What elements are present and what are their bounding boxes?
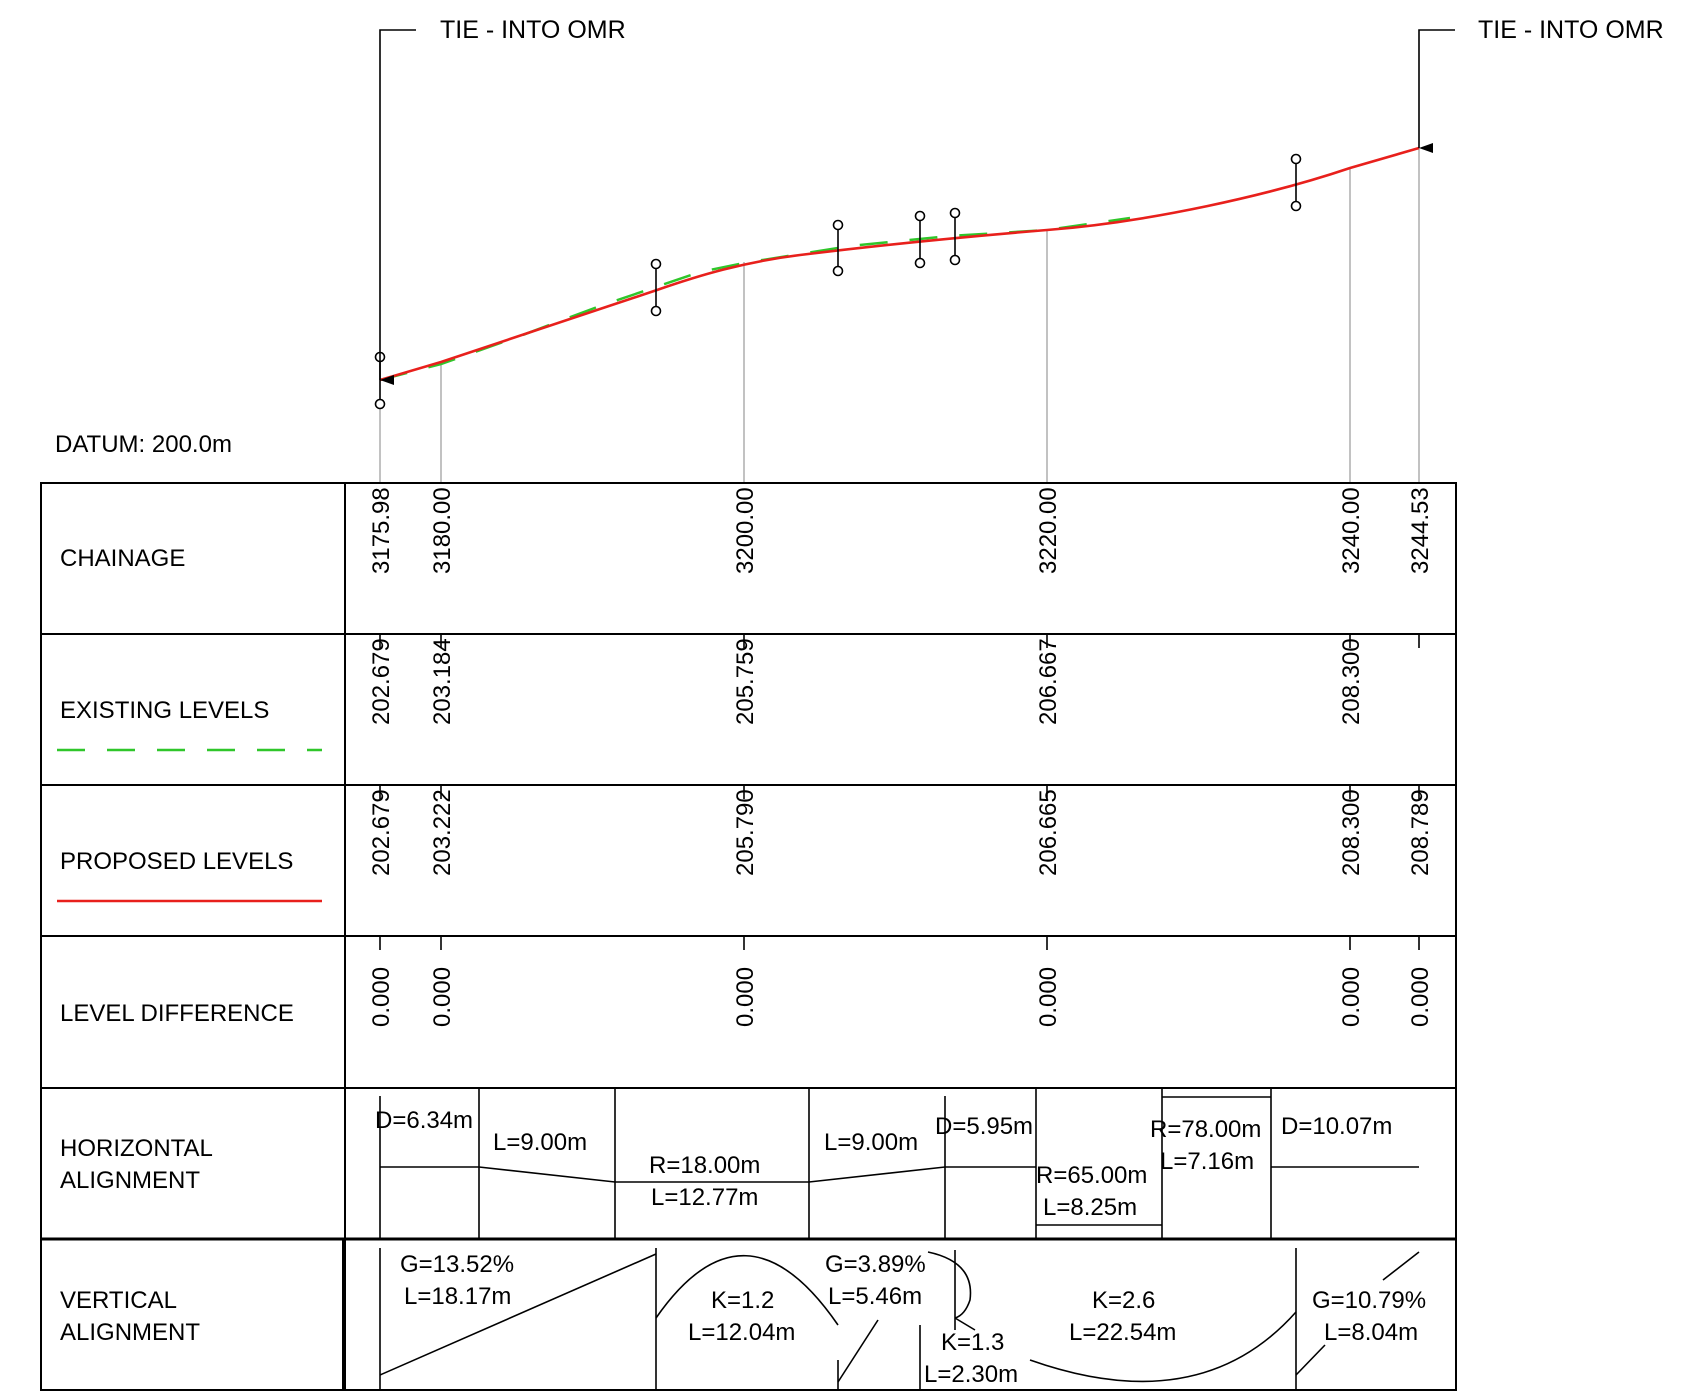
station-existing-value: 208.300 xyxy=(1338,638,1365,725)
va-label: K=1.3 xyxy=(941,1329,1004,1356)
row-label-vertical-2: ALIGNMENT xyxy=(60,1319,200,1346)
station-existing-value: 203.184 xyxy=(429,638,456,725)
station-chainage-value: 3200.00 xyxy=(732,487,759,574)
va-grade-line xyxy=(1382,1251,1420,1281)
station-chainage-value: 3175.98 xyxy=(368,487,395,574)
ha-label: L=9.00m xyxy=(493,1129,587,1156)
station-guide-lines xyxy=(379,148,1420,483)
horizontal-alignment-labels: D=6.34m L=9.00m R=18.00m L=12.77m L=9.00… xyxy=(375,1107,1392,1221)
datum-label: DATUM: 200.0m xyxy=(55,431,232,458)
station-proposed-value: 205.790 xyxy=(732,789,759,876)
row-headers: CHAINAGE EXISTING LEVELS PROPOSED LEVELS… xyxy=(60,545,294,1346)
va-leader xyxy=(954,1317,976,1331)
va-label: L=5.46m xyxy=(828,1283,922,1310)
ha-label: L=8.25m xyxy=(1043,1194,1137,1221)
horizontal-alignment-diagram xyxy=(379,1088,1419,1239)
vc-marker xyxy=(650,258,662,317)
ha-label: D=6.34m xyxy=(375,1107,473,1134)
station-existing-value: 206.667 xyxy=(1035,638,1062,725)
vc-marker xyxy=(914,210,926,269)
va-label: G=3.89% xyxy=(825,1251,926,1278)
ha-label: D=10.07m xyxy=(1281,1113,1392,1140)
data-table: CHAINAGE EXISTING LEVELS PROPOSED LEVELS… xyxy=(40,482,1457,1391)
station-existing-value: 202.679 xyxy=(368,638,395,725)
station-difference-value: 0.000 xyxy=(1035,967,1062,1027)
va-label: L=12.04m xyxy=(688,1319,795,1346)
vc-marker xyxy=(1290,153,1302,212)
station-chainage-value: 3180.00 xyxy=(429,487,456,574)
va-label: K=1.2 xyxy=(711,1287,774,1314)
va-grade-line xyxy=(379,1253,657,1376)
tie-label-left: TIE - INTO OMR xyxy=(440,16,626,44)
station-proposed-value: 208.300 xyxy=(1338,789,1365,876)
row-label-horizontal: HORIZONTAL xyxy=(60,1135,213,1162)
row-label-existing: EXISTING LEVELS xyxy=(60,697,269,724)
va-sag-curve xyxy=(1029,1311,1297,1383)
va-curve-small xyxy=(927,1251,972,1319)
ha-label: L=7.16m xyxy=(1160,1148,1254,1175)
station-existing-value: 205.759 xyxy=(732,638,759,725)
vc-marker xyxy=(832,219,844,277)
ha-label: L=9.00m xyxy=(824,1129,918,1156)
ha-label: R=18.00m xyxy=(649,1152,760,1179)
station-chainage-value: 3244.53 xyxy=(1407,487,1434,574)
station-proposed-value: 203.222 xyxy=(429,789,456,876)
tie-label-right: TIE - INTO OMR xyxy=(1478,16,1664,44)
ha-label: L=12.77m xyxy=(651,1184,758,1211)
vc-marker xyxy=(949,207,961,266)
table-grid xyxy=(40,482,1457,1391)
station-chainage-value: 3220.00 xyxy=(1035,487,1062,574)
tie-leader-left xyxy=(379,29,416,385)
station-difference-value: 0.000 xyxy=(732,967,759,1027)
va-label: L=2.30m xyxy=(924,1361,1018,1388)
ha-label: R=78.00m xyxy=(1150,1116,1261,1143)
tie-leader-right xyxy=(1418,29,1455,153)
station-difference-value: 0.000 xyxy=(1407,967,1434,1027)
tie-in-left: TIE - INTO OMR xyxy=(379,16,626,385)
station-difference-value: 0.000 xyxy=(429,967,456,1027)
row-label-horizontal-2: ALIGNMENT xyxy=(60,1167,200,1194)
row-label-chainage: CHAINAGE xyxy=(60,545,185,572)
vertical-curve-markers xyxy=(374,153,1302,410)
va-label: L=18.17m xyxy=(404,1283,511,1310)
ha-label: D=5.95m xyxy=(935,1113,1033,1140)
station-values: 3175.98 202.679 202.679 0.000 3180.00 203.184… xyxy=(368,487,1434,1027)
station-proposed-value: 208.789 xyxy=(1407,789,1434,876)
ha-alignment-line xyxy=(380,1166,1036,1183)
va-grade-line xyxy=(837,1319,879,1383)
ha-label: R=65.00m xyxy=(1036,1162,1147,1189)
profile-area: TIE - INTO OMR TIE - INTO OMR DATUM: 200… xyxy=(55,16,1664,483)
proposed-levels-line xyxy=(379,146,1420,382)
vertical-alignment-labels: G=13.52% L=18.17m K=1.2 L=12.04m G=3.89%… xyxy=(400,1251,1426,1388)
va-crest-curve xyxy=(655,1254,839,1326)
row-label-vertical: VERTICAL xyxy=(60,1287,177,1314)
vertical-alignment-diagram xyxy=(379,1248,1420,1390)
row-label-proposed: PROPOSED LEVELS xyxy=(60,848,293,875)
va-label: L=8.04m xyxy=(1324,1319,1418,1346)
va-grade-line xyxy=(1295,1344,1326,1376)
station-proposed-value: 206.665 xyxy=(1035,789,1062,876)
tie-in-right: TIE - INTO OMR xyxy=(1418,16,1664,153)
existing-levels-line xyxy=(379,216,1131,382)
station-proposed-value: 202.679 xyxy=(368,789,395,876)
va-label: G=13.52% xyxy=(400,1251,514,1278)
station-difference-value: 0.000 xyxy=(368,967,395,1027)
station-chainage-value: 3240.00 xyxy=(1338,487,1365,574)
station-difference-value: 0.000 xyxy=(1338,967,1365,1027)
va-label: G=10.79% xyxy=(1312,1287,1426,1314)
row-label-difference: LEVEL DIFFERENCE xyxy=(60,1000,294,1027)
va-label: K=2.6 xyxy=(1092,1287,1155,1314)
va-label: L=22.54m xyxy=(1069,1319,1176,1346)
